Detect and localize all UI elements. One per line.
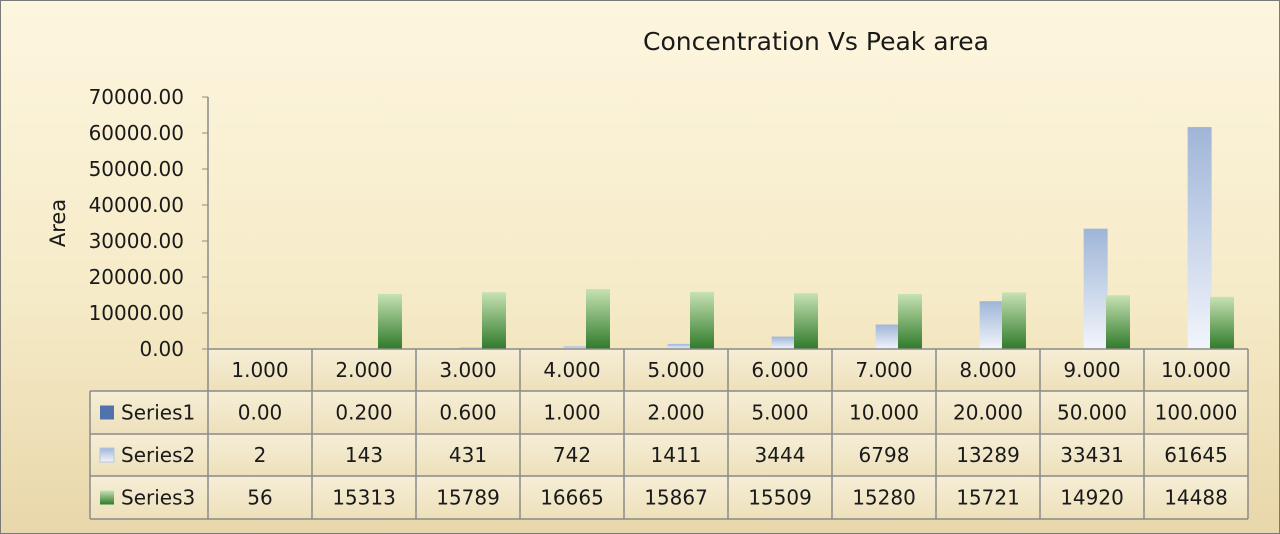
bars (251, 127, 1234, 349)
y-tick-label: 40000.00 (89, 193, 184, 217)
data-label-series1: 5.000 (751, 401, 808, 425)
data-label-series2: 33431 (1060, 443, 1124, 467)
data-label-series2: 3444 (755, 443, 806, 467)
category-label: 7.000 (855, 358, 912, 382)
legend-key-series3 (100, 490, 114, 505)
bar-series3-10 (1210, 296, 1234, 349)
data-label-series2: 431 (449, 443, 487, 467)
category-label: 4.000 (543, 358, 600, 382)
bar-series3-4 (586, 289, 610, 349)
category-label: 10.000 (1161, 358, 1231, 382)
category-label: 1.000 (231, 358, 288, 382)
bar-series3-6 (794, 293, 818, 349)
data-label-series3: 15509 (748, 486, 812, 510)
data-label-series1: 0.600 (439, 401, 496, 425)
category-label: 8.000 (959, 358, 1016, 382)
data-label-series2: 6798 (859, 443, 910, 467)
data-label-series3: 14488 (1164, 486, 1228, 510)
bar-series2-4 (563, 346, 588, 349)
category-label: 9.000 (1063, 358, 1120, 382)
data-table: 1.000 2.000 3.000 4.000 5.000 6.000 7.000 8.000… (89, 348, 1249, 520)
data-label-series3: 56 (247, 486, 272, 510)
data-label-series3: 16665 (540, 486, 604, 510)
y-tick-label: 0.00 (139, 337, 184, 361)
table-row-bg (90, 391, 1248, 434)
bar-series3-7 (898, 293, 922, 349)
table-row-bg (90, 434, 1248, 476)
bar-series3-8 (1002, 292, 1026, 349)
data-label-series3: 15867 (644, 486, 708, 510)
data-label-series3: 14920 (1060, 486, 1124, 510)
legend-key-series1 (100, 405, 114, 420)
data-label-series3: 15721 (956, 486, 1020, 510)
legend-label-series3: Series3 (121, 486, 195, 510)
category-label: 2.000 (335, 358, 392, 382)
data-label-series3: 15280 (852, 486, 916, 510)
legend-label-series1: Series1 (121, 401, 195, 425)
bar-series2-7 (875, 324, 900, 349)
table-row-bg (90, 476, 1248, 519)
data-label-series2: 61645 (1164, 443, 1228, 467)
data-label-series2: 13289 (956, 443, 1020, 467)
y-tick-label: 60000.00 (89, 121, 184, 145)
bar-series3-5 (690, 291, 714, 349)
y-axis-ticks: 0.00 10000.00 20000.00 30000.00 40000.00 5000… (89, 85, 208, 361)
data-label-series1: 50.000 (1057, 401, 1127, 425)
data-label-series1: 0.200 (335, 401, 392, 425)
bar-series2-8 (979, 301, 1004, 349)
bar-series2-10 (1187, 127, 1212, 349)
data-label-series2: 143 (345, 443, 383, 467)
bar-series3-2 (378, 293, 402, 349)
data-label-series1: 20.000 (953, 401, 1023, 425)
data-label-series1: 2.000 (647, 401, 704, 425)
bar-series3-9 (1106, 295, 1130, 349)
data-label-series1: 1.000 (543, 401, 600, 425)
bar-series3-3 (482, 292, 506, 349)
data-label-series1: 100.000 (1155, 401, 1238, 425)
category-label: 6.000 (751, 358, 808, 382)
data-label-series1: 0.00 (238, 401, 283, 425)
data-label-series3: 15789 (436, 486, 500, 510)
bar-series2-5 (667, 343, 692, 349)
category-label: 5.000 (647, 358, 704, 382)
bar-series2-6 (771, 336, 796, 349)
bar-series2-9 (1083, 228, 1108, 349)
category-label: 3.000 (439, 358, 496, 382)
chart-title: Concentration Vs Peak area (643, 27, 989, 56)
y-axis-title: Area (46, 199, 70, 247)
bar-series2-3 (459, 347, 484, 349)
y-tick-label: 50000.00 (89, 157, 184, 181)
legend-key-series2 (99, 447, 115, 463)
y-tick-label: 10000.00 (89, 301, 184, 325)
y-tick-label: 20000.00 (89, 265, 184, 289)
data-label-series3: 15313 (332, 486, 396, 510)
legend-label-series2: Series2 (121, 443, 195, 467)
data-label-series2: 2 (254, 443, 267, 467)
data-label-series2: 1411 (651, 443, 702, 467)
data-label-series2: 742 (553, 443, 591, 467)
y-tick-label: 30000.00 (89, 229, 184, 253)
y-tick-label: 70000.00 (89, 85, 184, 109)
data-label-series1: 10.000 (849, 401, 919, 425)
